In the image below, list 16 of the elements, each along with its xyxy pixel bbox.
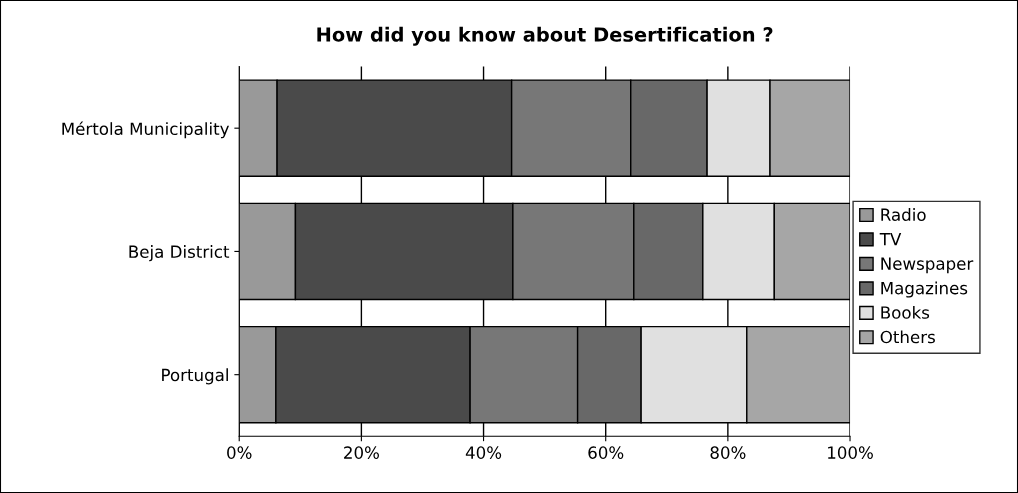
legend-label: Magazines — [881, 281, 968, 298]
x-tick-label: 0% — [227, 446, 252, 459]
y-tick-label: Beja District — [129, 245, 230, 262]
x-tick-label: 100% — [828, 446, 873, 459]
y-tick-label: Mértola Municipality — [62, 121, 230, 139]
x-tick-label: 60% — [588, 446, 624, 459]
x-tick-label: 40% — [465, 446, 502, 459]
legend-label: Others — [880, 330, 935, 344]
x-tick-label: 80% — [710, 446, 746, 459]
x-tick-label: 20% — [344, 446, 379, 459]
y-tick-label: Portugal — [162, 368, 228, 385]
legend-label: Radio — [881, 208, 926, 221]
chart-title: How did you know about Desertification ? — [317, 26, 773, 46]
legend-label: Newspaper — [881, 257, 974, 274]
legend-label: Books — [881, 305, 930, 319]
legend-label: TV — [879, 233, 902, 246]
